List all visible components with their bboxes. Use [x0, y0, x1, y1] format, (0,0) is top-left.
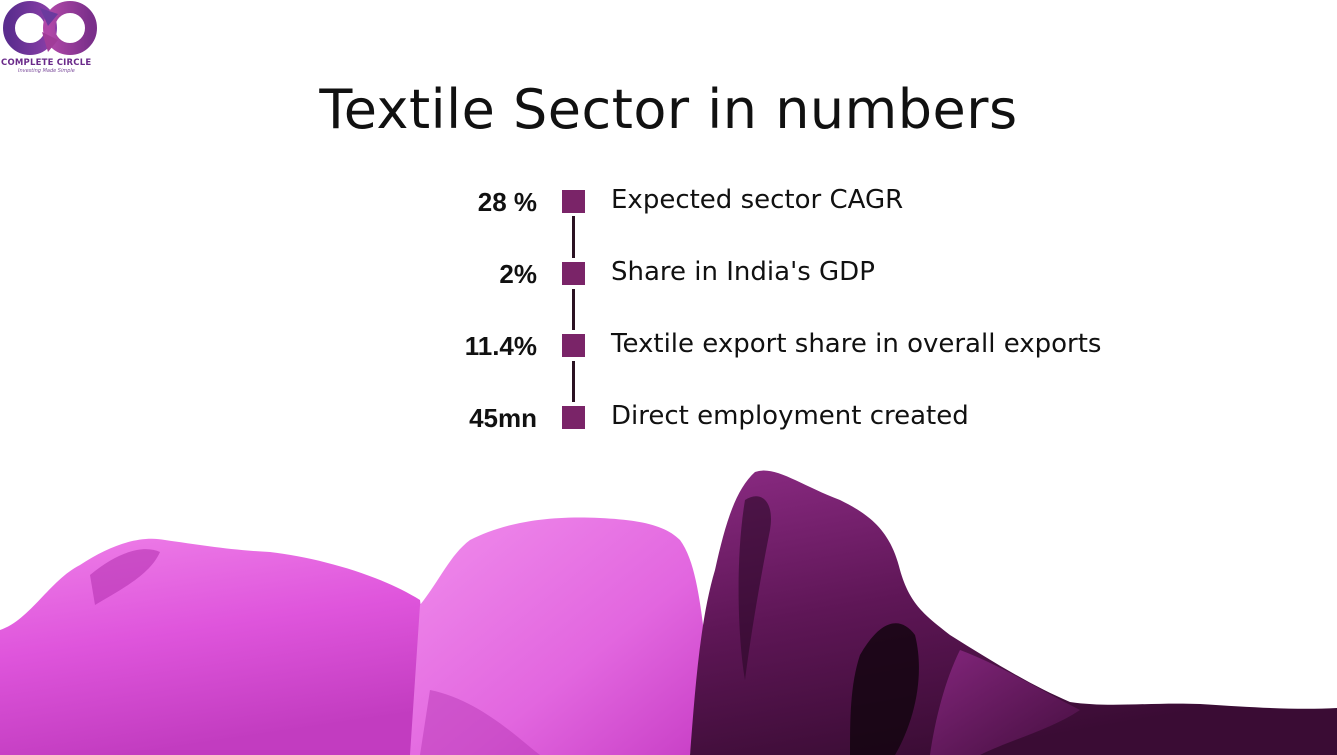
stat-row-cagr: 28 % Expected sector CAGR [0, 183, 1337, 219]
infinity-circle-icon [3, 1, 97, 55]
timeline-connector [572, 216, 575, 258]
stat-value: 2% [499, 259, 537, 289]
fabric-image [0, 470, 1337, 755]
stat-label: Textile export share in overall exports [611, 329, 1102, 359]
company-logo: COMPLETE CIRCLE Investing Made Simple [0, 0, 100, 78]
square-marker-icon [562, 406, 585, 429]
timeline-connector [572, 289, 575, 330]
square-marker-icon [562, 334, 585, 357]
stat-label: Direct employment created [611, 401, 969, 431]
stat-value: 45mn [469, 403, 537, 433]
square-marker-icon [562, 190, 585, 213]
page-title: Textile Sector in numbers [319, 78, 1018, 141]
stat-row-export-share: 11.4% Textile export share in overall ex… [0, 327, 1337, 363]
timeline-connector [572, 361, 575, 402]
stat-label: Expected sector CAGR [611, 185, 904, 215]
stat-label: Share in India's GDP [611, 257, 875, 287]
stat-value: 28 % [477, 187, 537, 217]
stat-row-employment: 45mn Direct employment created [0, 399, 1337, 435]
stat-value: 11.4% [464, 331, 537, 361]
stat-row-gdp-share: 2% Share in India's GDP [0, 255, 1337, 291]
logo-tagline: Investing Made Simple [18, 68, 75, 74]
logo-name: COMPLETE CIRCLE [1, 58, 92, 68]
square-marker-icon [562, 262, 585, 285]
